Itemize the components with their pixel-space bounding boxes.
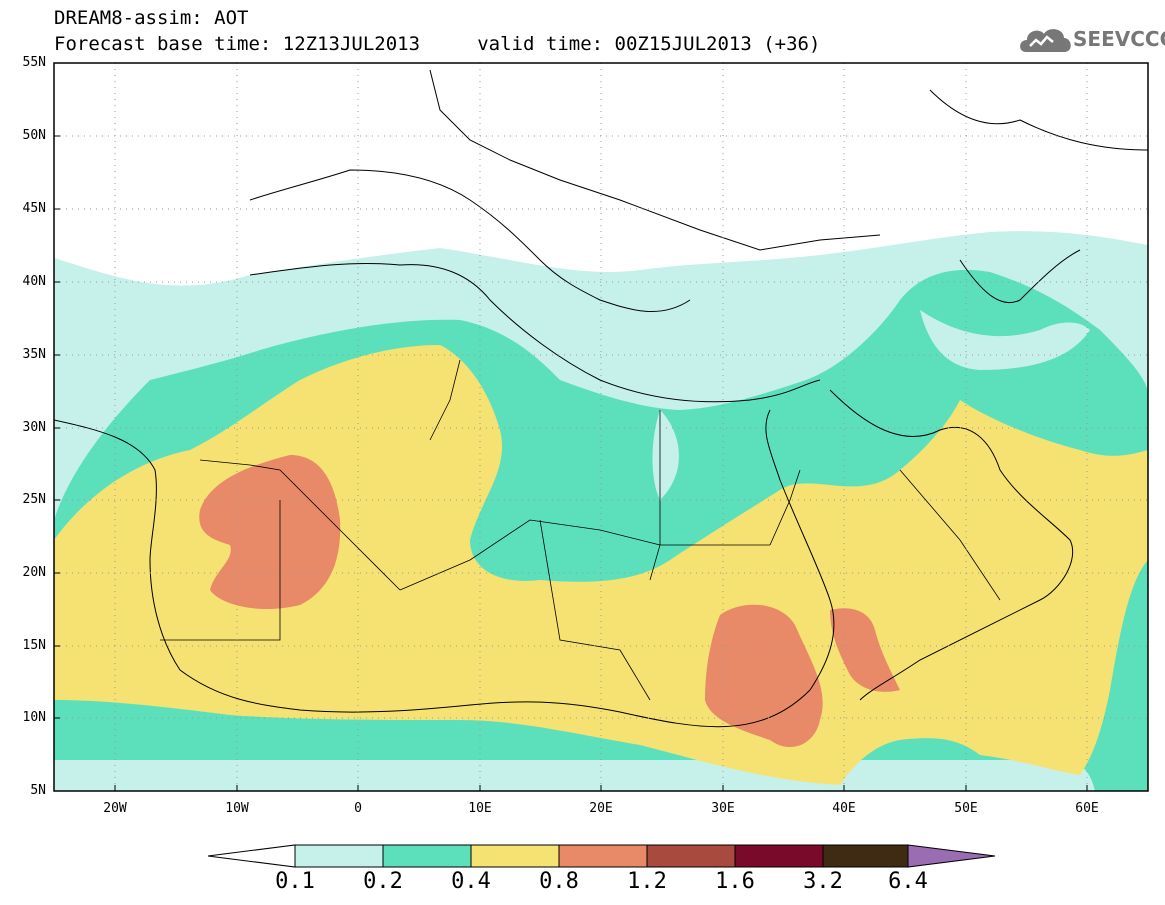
- aot-level-0.8-sudan: [705, 604, 823, 748]
- colorbar-over-triangle: [907, 844, 996, 868]
- colorbar-box-4: [558, 844, 648, 868]
- chart-subtitle: Forecast base time: 12Z13JUL2013 valid t…: [54, 33, 821, 55]
- colorbar-label: 6.4: [888, 869, 928, 894]
- colorbar-label: 0.1: [275, 869, 315, 894]
- colorbar-under-triangle: [207, 844, 296, 868]
- colorbar-label: 1.6: [715, 869, 755, 894]
- y-tick-label: 25N: [22, 492, 46, 507]
- y-tick-label: 15N: [22, 638, 46, 653]
- x-tick-label: 20E: [589, 801, 613, 816]
- x-tick-label: 50E: [954, 801, 978, 816]
- y-tick-label: 35N: [22, 347, 46, 362]
- colorbar-label: 1.2: [627, 869, 667, 894]
- x-tick-label: 20W: [103, 801, 127, 816]
- x-tick-label: 30E: [711, 801, 735, 816]
- colorbar-label: 0.2: [363, 869, 403, 894]
- colorbar-box-6: [734, 844, 824, 868]
- colorbar-box-2: [382, 844, 472, 868]
- coastlines: [54, 69, 1148, 728]
- y-tick-label: 45N: [22, 201, 46, 216]
- colorbar-box-3: [470, 844, 560, 868]
- logo: SEEVCCC: [1018, 22, 1165, 56]
- gridlines: [54, 63, 1148, 791]
- y-tick-label: 55N: [22, 55, 46, 70]
- colorbar-label: 3.2: [803, 869, 843, 894]
- aot-level-0.8-red-sea: [830, 608, 900, 692]
- x-tick-label: 10E: [468, 801, 492, 816]
- chart-title: DREAM8-assim: AOT: [54, 7, 249, 29]
- aot-level-0.8-west-sahara: [199, 455, 341, 610]
- colorbar: [207, 844, 996, 868]
- colorbar-box-7: [822, 844, 909, 868]
- x-tick-label: 10W: [225, 801, 249, 816]
- colorbar-box-5: [646, 844, 736, 868]
- x-tick-label: 40E: [832, 801, 856, 816]
- country-borders: [160, 359, 1001, 701]
- y-tick-label: 40N: [22, 274, 46, 289]
- aot-level-0.1-hole-2: [920, 310, 1090, 370]
- y-tick-label: 20N: [22, 565, 46, 580]
- logo-text: SEEVCCC: [1073, 27, 1165, 51]
- colorbar-label: 0.8: [539, 869, 579, 894]
- x-tick-label: 0: [354, 801, 362, 816]
- cloud-icon: [1020, 29, 1071, 52]
- colorbar-box-1: [294, 844, 384, 868]
- aot-level-0.1-hole-1: [652, 410, 679, 500]
- tick-marks: [54, 62, 1088, 792]
- y-tick-label: 50N: [22, 128, 46, 143]
- y-tick-label: 10N: [22, 710, 46, 725]
- x-tick-label: 60E: [1075, 801, 1099, 816]
- y-tick-label: 5N: [30, 783, 46, 798]
- colorbar-label: 0.4: [451, 869, 491, 894]
- y-tick-label: 30N: [22, 420, 46, 435]
